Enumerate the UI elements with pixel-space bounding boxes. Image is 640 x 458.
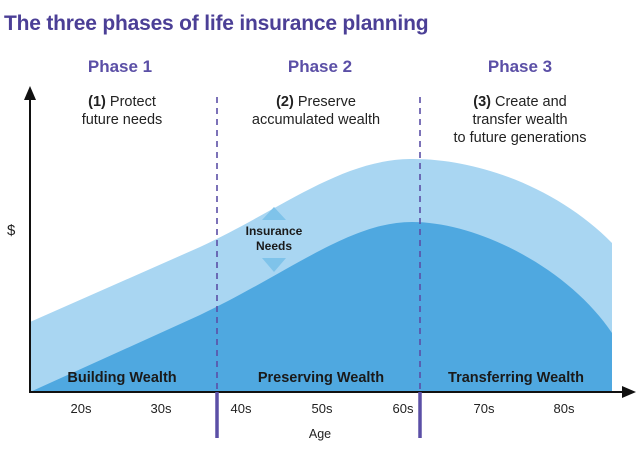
insurance-needs-line-2: Needs [255, 239, 293, 253]
y-axis-label: $ [7, 222, 16, 239]
phase-1-description: (1) Protect future needs [22, 93, 222, 129]
insurance-needs-line-1: Insurance [245, 224, 303, 238]
stage-transferring-wealth: Transferring Wealth [448, 370, 584, 386]
x-tick-80s: 80s [553, 401, 575, 416]
x-axis-label: Age [308, 427, 332, 441]
phase-3-label: Phase 3 [487, 57, 553, 76]
phase-1-desc-line-1: Protect [109, 94, 156, 110]
phase-1-label: Phase 1 [87, 57, 153, 76]
phase-3-desc-line-2: transfer wealth [472, 112, 568, 128]
phase-3-description: (3) Create and transfer wealth to future… [420, 93, 620, 147]
x-tick-20s: 20s [70, 401, 92, 416]
x-tick-50s: 50s [311, 401, 333, 416]
phase-1-number: (1) [88, 94, 106, 110]
x-tick-70s: 70s [473, 401, 495, 416]
diagram-title: The three phases of life insurance plann… [4, 12, 429, 35]
phase-3-desc-line-3: to future generations [453, 130, 587, 146]
phase-2-number: (2) [276, 94, 294, 110]
x-tick-30s: 30s [150, 401, 172, 416]
stage-building-wealth: Building Wealth [67, 370, 177, 386]
phase-3-number: (3) [473, 94, 491, 110]
arrow-down-icon [262, 258, 286, 272]
insurance-needs-label: Insurance Needs [236, 224, 312, 254]
phase-2-description: (2) Preserve accumulated wealth [216, 93, 416, 129]
phase-1-desc-line-2: future needs [81, 112, 163, 128]
phase-2-desc-line-2: accumulated wealth [251, 112, 381, 128]
phase-2-desc-line-1: Preserve [297, 94, 356, 110]
x-tick-40s: 40s [230, 401, 252, 416]
x-tick-60s: 60s [392, 401, 414, 416]
arrow-up-icon [262, 207, 286, 220]
phase-3-desc-line-1: Create and [495, 94, 567, 110]
phase-2-label: Phase 2 [287, 57, 353, 76]
x-axis-arrowhead [622, 386, 636, 398]
accumulated-wealth-area [30, 222, 612, 392]
stage-preserving-wealth: Preserving Wealth [257, 370, 385, 386]
y-axis-arrowhead [24, 86, 36, 100]
